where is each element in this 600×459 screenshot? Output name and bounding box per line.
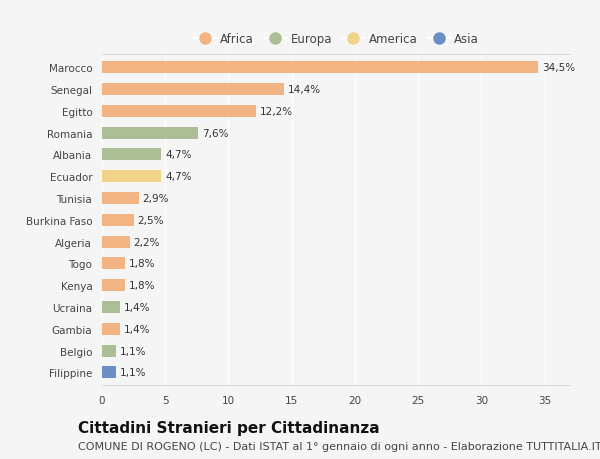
Text: 1,4%: 1,4%	[124, 324, 150, 334]
Text: 2,5%: 2,5%	[137, 215, 164, 225]
Bar	[102, 214, 134, 226]
Text: 14,4%: 14,4%	[288, 85, 321, 95]
Text: COMUNE DI ROGENO (LC) - Dati ISTAT al 1° gennaio di ogni anno - Elaborazione TUT: COMUNE DI ROGENO (LC) - Dati ISTAT al 1°…	[78, 441, 600, 451]
Text: 4,7%: 4,7%	[165, 150, 192, 160]
Text: 1,4%: 1,4%	[124, 302, 150, 312]
Text: 12,2%: 12,2%	[260, 106, 293, 117]
Text: 1,1%: 1,1%	[120, 368, 146, 377]
Bar	[102, 345, 116, 357]
Bar	[102, 128, 198, 140]
Bar	[102, 149, 161, 161]
Text: 1,8%: 1,8%	[128, 280, 155, 291]
Legend: Africa, Europa, America, Asia: Africa, Europa, America, Asia	[188, 28, 484, 50]
Bar	[102, 280, 125, 291]
Bar	[102, 258, 125, 270]
Text: 2,2%: 2,2%	[134, 237, 160, 247]
Text: 1,1%: 1,1%	[120, 346, 146, 356]
Text: 7,6%: 7,6%	[202, 129, 229, 138]
Bar	[102, 84, 284, 96]
Bar	[102, 106, 256, 118]
Bar	[102, 193, 139, 205]
Text: 1,8%: 1,8%	[128, 259, 155, 269]
Bar	[102, 367, 116, 379]
Text: Cittadini Stranieri per Cittadinanza: Cittadini Stranieri per Cittadinanza	[78, 420, 380, 435]
Bar	[102, 323, 120, 335]
Text: 34,5%: 34,5%	[542, 63, 575, 73]
Text: 2,9%: 2,9%	[142, 194, 169, 204]
Bar	[102, 236, 130, 248]
Bar	[102, 171, 161, 183]
Bar	[102, 301, 120, 313]
Text: 4,7%: 4,7%	[165, 172, 192, 182]
Bar	[102, 62, 538, 74]
